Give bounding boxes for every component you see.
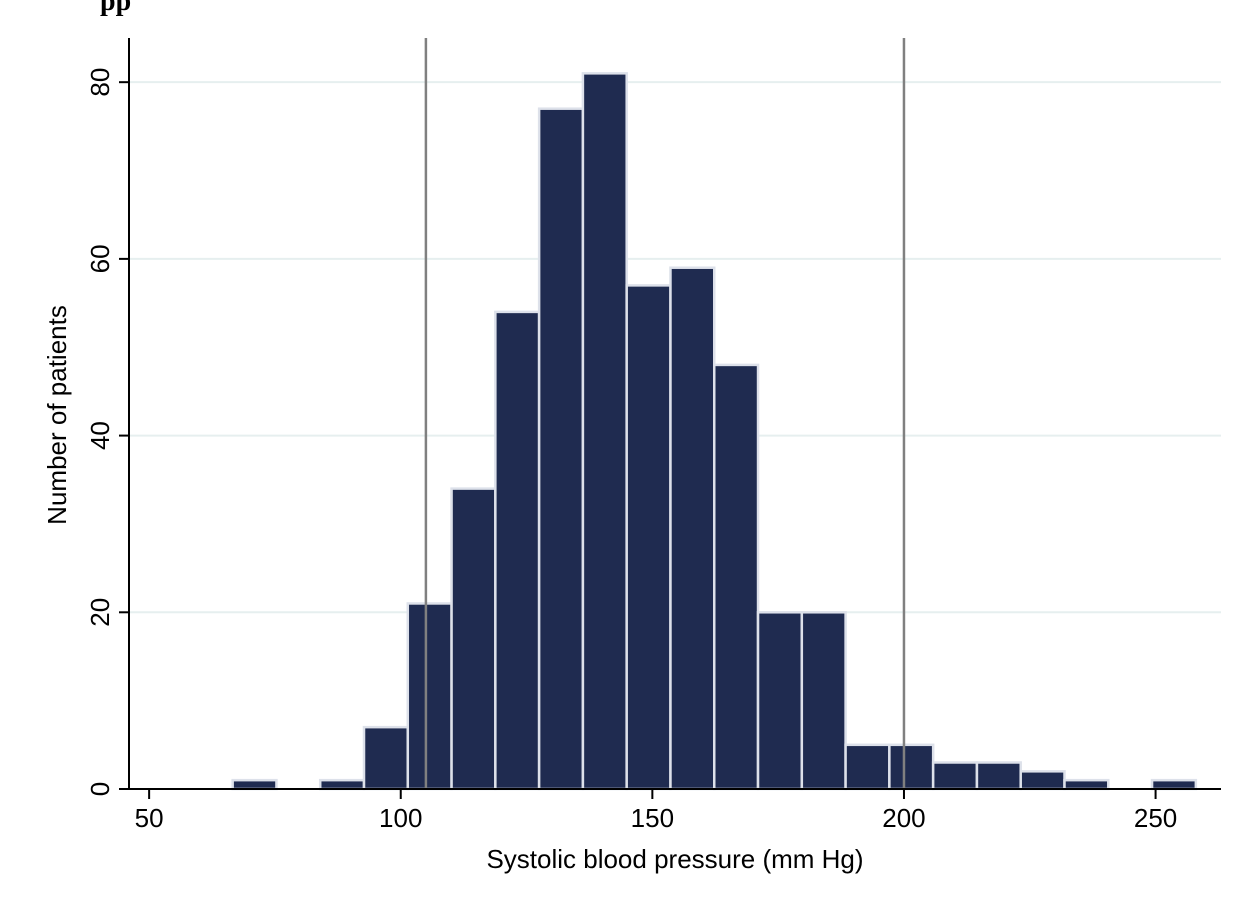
histogram-bar bbox=[756, 611, 804, 791]
histogram-bar bbox=[800, 611, 847, 791]
y-tick-label: 80 bbox=[85, 68, 115, 97]
x-tick-label: 250 bbox=[1134, 803, 1177, 833]
y-axis-title: Number of patients bbox=[42, 305, 72, 525]
histogram-bar bbox=[450, 487, 497, 791]
histogram-bar bbox=[537, 107, 585, 791]
x-tick-label: 200 bbox=[882, 803, 925, 833]
histogram-bar bbox=[888, 743, 935, 791]
y-tick-label: 20 bbox=[85, 598, 115, 627]
histogram-bar bbox=[931, 761, 979, 791]
y-tick-label: 0 bbox=[85, 782, 115, 796]
histogram-bar bbox=[975, 761, 1022, 791]
histogram-bar bbox=[1063, 778, 1110, 791]
histogram-bar bbox=[231, 778, 278, 791]
histogram-bar bbox=[1019, 770, 1066, 791]
x-axis-title: Systolic blood pressure (mm Hg) bbox=[486, 844, 863, 874]
histogram-bar bbox=[318, 778, 366, 791]
y-tick-label: 40 bbox=[85, 421, 115, 450]
histogram-bar bbox=[713, 363, 760, 791]
x-ticks: 50 100 150 200 250 bbox=[135, 789, 1177, 833]
axes bbox=[128, 38, 1221, 790]
histogram-bar bbox=[581, 72, 628, 791]
histogram-bar bbox=[1150, 778, 1198, 791]
y-tick-label: 60 bbox=[85, 244, 115, 273]
histogram-bar bbox=[669, 266, 716, 791]
x-tick-label: 50 bbox=[135, 803, 164, 833]
header-fragment: pp bbox=[100, 0, 132, 17]
reference-lines bbox=[424, 38, 906, 789]
histogram-bar bbox=[625, 284, 672, 791]
y-ticks: 0 20 40 60 80 bbox=[85, 68, 129, 796]
x-tick-label: 100 bbox=[379, 803, 422, 833]
histogram-bar bbox=[844, 743, 891, 791]
histogram-bar bbox=[362, 725, 410, 791]
x-tick-label: 150 bbox=[631, 803, 674, 833]
bars bbox=[231, 72, 1198, 791]
histogram-bar bbox=[494, 310, 541, 791]
histogram-bar bbox=[406, 602, 453, 791]
